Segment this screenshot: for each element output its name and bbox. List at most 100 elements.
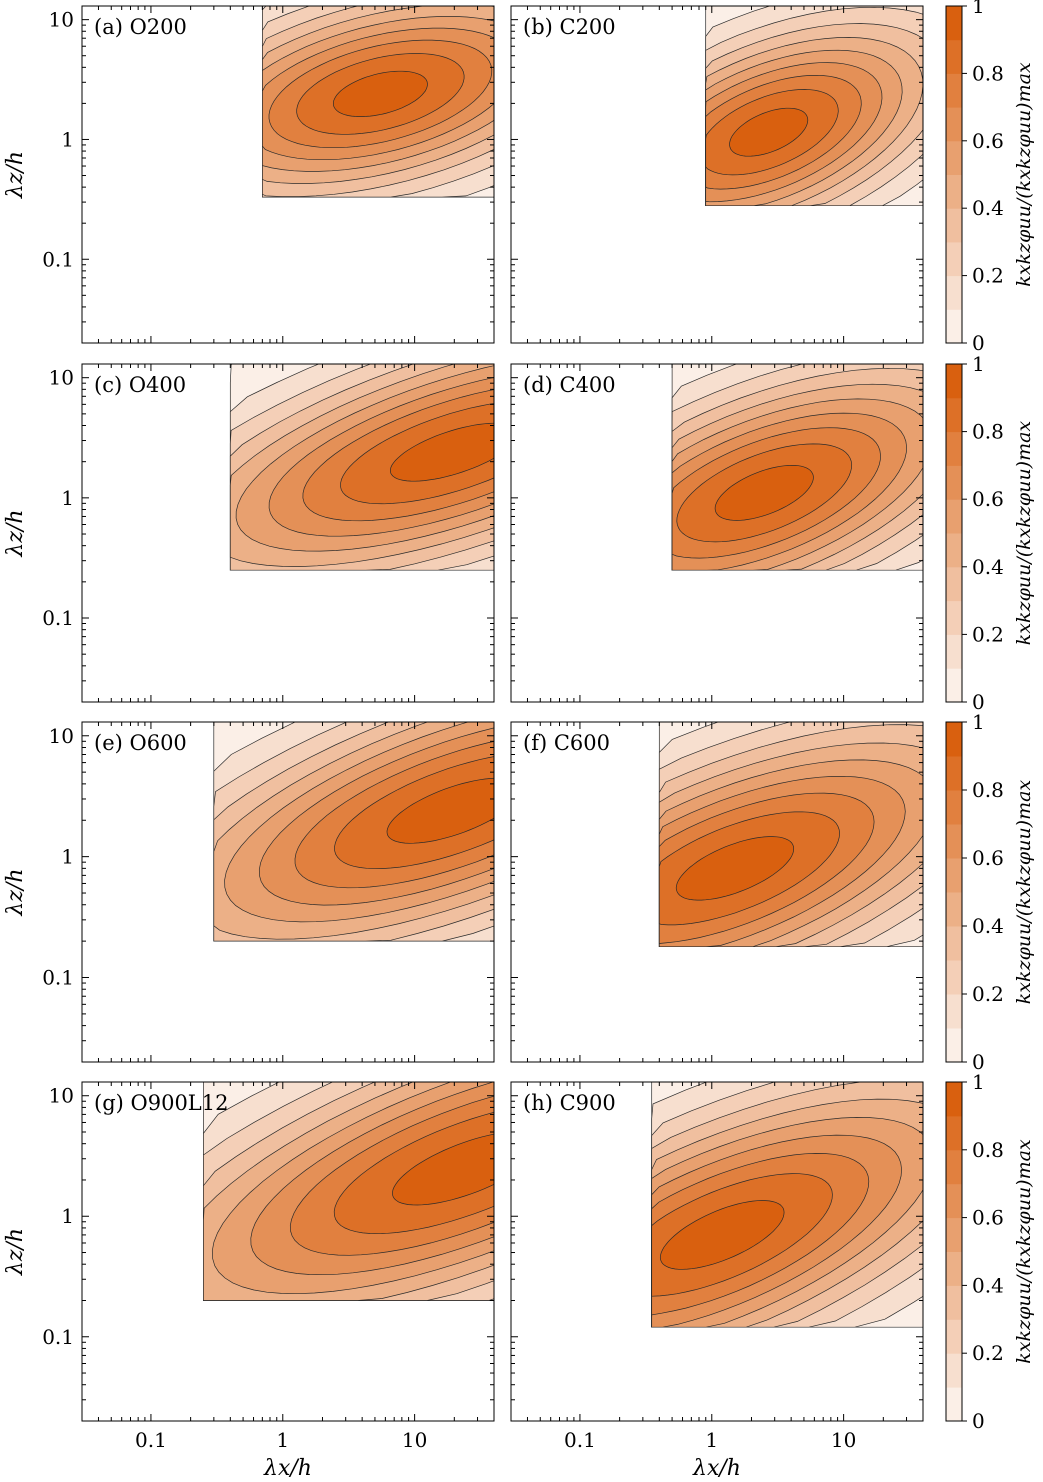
contour-field [262, 6, 494, 198]
x-tick-label: 1 [276, 1428, 289, 1452]
colorbar-segment [946, 1028, 962, 1063]
axis-ticks [510, 364, 924, 703]
y-tick-label: 0.1 [42, 966, 74, 990]
axis-ticks [81, 364, 495, 703]
y-tick-label: 1 [61, 845, 74, 869]
colorbar-tick-label: 0 [972, 331, 985, 355]
colorbar-segment [946, 1251, 962, 1286]
colorbar-segment [946, 140, 962, 175]
colorbar-segment [946, 858, 962, 893]
contour-field [213, 722, 494, 942]
spectrum-panel-4: (d) C400 [510, 363, 924, 703]
colorbar-2: 0 0.2 0.4 0.6 0.8 1 kxkzφuu/(kxkzφuu)max [945, 352, 1035, 714]
colorbar-segment [946, 1183, 962, 1219]
colorbar-tick-label: 0.6 [972, 487, 1004, 511]
contour-field [651, 1082, 923, 1328]
x-tick-label: 0.1 [564, 1428, 596, 1452]
colorbar-tick-label: 1 [972, 1070, 985, 1094]
spectrum-panel-3: 0.1 1 10 λz/h (c) O400 [3, 363, 495, 703]
axis-ticks [510, 722, 924, 1063]
colorbar-tick-label: 0.8 [972, 61, 1004, 85]
colorbar-segment [946, 756, 962, 791]
y-tick-label: 1 [61, 1204, 74, 1228]
colorbar-segment [946, 600, 962, 635]
colorbar-segment [946, 241, 962, 277]
axis-ticks [510, 1082, 924, 1422]
contour-level [675, 836, 795, 901]
panel-label: (g) O900L12 [94, 1091, 228, 1115]
y-tick-label: 0.1 [42, 1325, 74, 1349]
y-tick-label: 0.1 [42, 606, 74, 630]
y-axis-label: λz/h [3, 151, 28, 199]
colorbar-segment [946, 790, 962, 825]
panel-label: (e) O600 [94, 731, 187, 755]
colorbar-tick-label: 1 [972, 352, 985, 376]
colorbar-segment [946, 1217, 962, 1252]
x-tick-label: 0.1 [135, 1428, 167, 1452]
colorbar-label: kxkzφuu/(kxkzφuu)max [1013, 1139, 1035, 1364]
spectrum-panel-2: (b) C200 [510, 5, 924, 344]
colorbar-segment [946, 1387, 962, 1422]
panel-label: (f) C600 [523, 731, 610, 755]
colorbar-tick-label: 0.4 [972, 1273, 1004, 1297]
colorbar-segment [946, 107, 962, 142]
x-tick-label: 1 [705, 1428, 718, 1452]
contour-level [714, 464, 814, 521]
axes-frame [81, 1081, 495, 1422]
contour-level [392, 1133, 494, 1206]
axes-frame [81, 721, 495, 1063]
axes-frame [510, 721, 924, 1063]
y-tick-label: 10 [49, 1084, 74, 1108]
colorbar-tick-label: 0.6 [972, 129, 1004, 153]
panel-label: (b) C200 [523, 15, 616, 39]
colorbar-tick-label: 0 [972, 1050, 985, 1074]
colorbar-segment [946, 397, 962, 433]
axes-frame [81, 5, 495, 344]
y-axis-label: λz/h [3, 868, 28, 916]
colorbar-tick-label: 0 [972, 1409, 985, 1433]
y-tick-label: 10 [49, 724, 74, 748]
axis-ticks [510, 6, 924, 344]
spectrum-panel-6: (f) C600 [510, 721, 924, 1063]
colorbar-label: kxkzφuu/(kxkzφuu)max [1013, 780, 1035, 1005]
colorbar-segment [946, 499, 962, 534]
colorbar-segment [946, 960, 962, 995]
y-tick-label: 1 [61, 127, 74, 151]
colorbar-segment [946, 566, 962, 602]
axes-frame [510, 363, 924, 703]
colorbar-segment [946, 994, 962, 1029]
colorbar-tick-label: 1 [972, 0, 985, 18]
colorbar-tick-label: 0.8 [972, 778, 1004, 802]
axes-frame [510, 1081, 924, 1422]
contour-level [659, 1200, 785, 1270]
contour-field [229, 364, 494, 571]
colorbar-segment [946, 73, 962, 108]
colorbar-label: kxkzφuu/(kxkzφuu)max [1013, 421, 1035, 646]
colorbar-tick-label: 0.2 [972, 1341, 1004, 1365]
colorbar-tick-label: 0.6 [972, 846, 1004, 870]
colorbar-label: kxkzφuu/(kxkzφuu)max [1013, 62, 1035, 287]
colorbar-segment [946, 1353, 962, 1388]
colorbar-3: 0 0.2 0.4 0.6 0.8 1 kxkzφuu/(kxkzφuu)max [945, 710, 1035, 1074]
y-axis-label: λz/h [3, 509, 28, 557]
axes-frame [81, 363, 495, 703]
spectrum-panel-1: 0.1 1 10 λz/h (a) O200 [3, 5, 495, 344]
colorbar-segment [946, 174, 962, 209]
colorbar-tick-label: 0.4 [972, 196, 1004, 220]
y-axis-label: λz/h [3, 1228, 28, 1276]
x-tick-label: 10 [831, 1428, 856, 1452]
contour-level [333, 70, 428, 117]
colorbar-tick-label: 0.4 [972, 914, 1004, 938]
colorbar-tick-label: 0.8 [972, 1138, 1004, 1162]
colorbar-segment [946, 465, 962, 500]
axis-ticks [81, 1082, 495, 1422]
contour-level [386, 777, 494, 844]
panel-label: (a) O200 [94, 15, 187, 39]
colorbar-segment [946, 275, 962, 310]
contour-field [705, 6, 923, 207]
colorbar-tick-label: 0.6 [972, 1206, 1004, 1230]
spectrum-panel-8: 0.1 1 10 λx/h (h) C900 [510, 1081, 924, 1481]
x-axis-label: λx/h [692, 1456, 741, 1481]
colorbar-tick-label: 0.4 [972, 555, 1004, 579]
colorbar-segment [946, 1149, 962, 1185]
